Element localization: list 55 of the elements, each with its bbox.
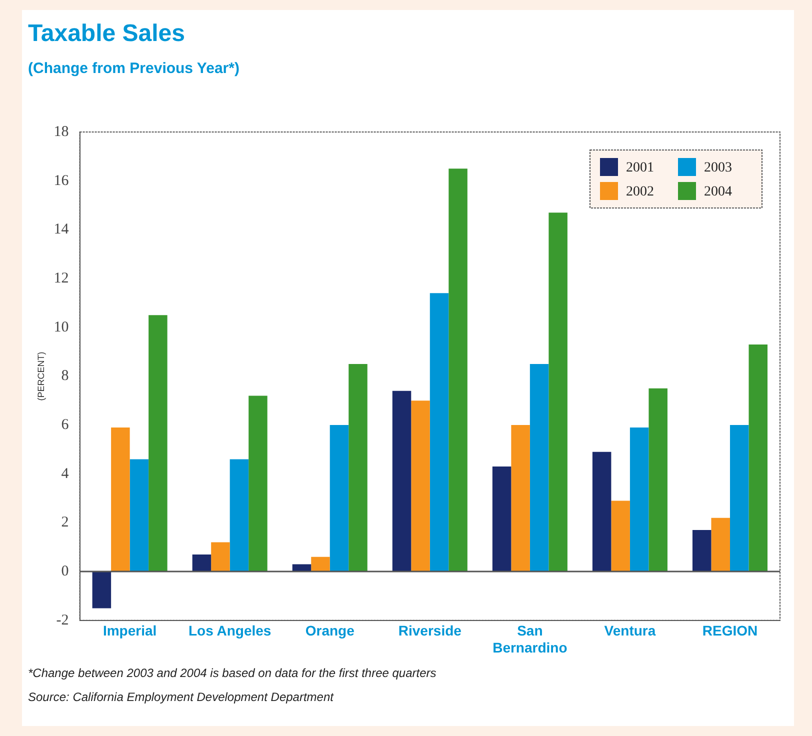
- y-tick-label: 10: [54, 319, 69, 336]
- x-tick-label: Los Angeles: [188, 622, 272, 639]
- y-axis-title: (PERCENT): [36, 352, 46, 401]
- y-tick-label: 0: [61, 563, 69, 580]
- bar: [130, 459, 149, 572]
- y-tick-label: -2: [56, 612, 69, 628]
- y-tick-label: 2: [61, 514, 69, 531]
- bar: [248, 396, 268, 572]
- bar: [411, 400, 430, 572]
- chart-title: Taxable Sales: [28, 20, 185, 48]
- bar: [630, 427, 649, 572]
- bar: [711, 518, 730, 572]
- bar: [648, 388, 668, 572]
- x-tick-label: Ventura: [604, 622, 656, 639]
- y-tick-label: 16: [54, 172, 70, 189]
- legend-label: 2004: [704, 184, 732, 200]
- bar: [730, 425, 749, 572]
- bar: [348, 364, 368, 572]
- bar: [311, 556, 330, 572]
- y-tick-label: 18: [54, 124, 69, 140]
- bar: [230, 459, 249, 572]
- bar: [92, 572, 112, 608]
- bar: [611, 500, 630, 572]
- bar: [111, 427, 130, 572]
- bar: [448, 168, 468, 572]
- bar: [492, 466, 512, 572]
- bar: [530, 364, 549, 572]
- bar: [148, 315, 168, 572]
- x-tick-label: REGION: [702, 622, 758, 639]
- y-tick-label: 12: [54, 270, 69, 286]
- x-tick-label: San Bernardino: [492, 622, 568, 656]
- bar: [692, 530, 712, 572]
- bar: [292, 564, 312, 572]
- legend-label: 2002: [626, 184, 654, 200]
- bar: [330, 425, 349, 572]
- x-tick-label: Orange: [305, 622, 355, 639]
- y-tick-label: 4: [61, 466, 70, 482]
- x-tick-label: Riverside: [398, 622, 462, 639]
- legend-label: 2001: [626, 160, 654, 176]
- bar: [748, 344, 768, 572]
- legend-label: 2003: [704, 160, 732, 176]
- bar: [548, 212, 568, 572]
- source-note: Source: California Employment Development Department: [28, 690, 335, 704]
- bar: [592, 452, 612, 572]
- x-tick-label: Imperial: [102, 622, 157, 639]
- bar: [192, 554, 212, 572]
- bar: [511, 425, 530, 572]
- bar: [392, 390, 412, 572]
- y-tick-label: 6: [61, 416, 70, 433]
- text: *Change between 2003 and 2004 is based on data for the first three quarters: [28, 666, 436, 680]
- y-tick-label: 8: [61, 368, 69, 384]
- bar: [211, 542, 230, 572]
- bar: [430, 293, 449, 572]
- chart-subtitle: (Change from Previous Year*): [28, 60, 240, 77]
- y-tick-label: 14: [54, 222, 70, 238]
